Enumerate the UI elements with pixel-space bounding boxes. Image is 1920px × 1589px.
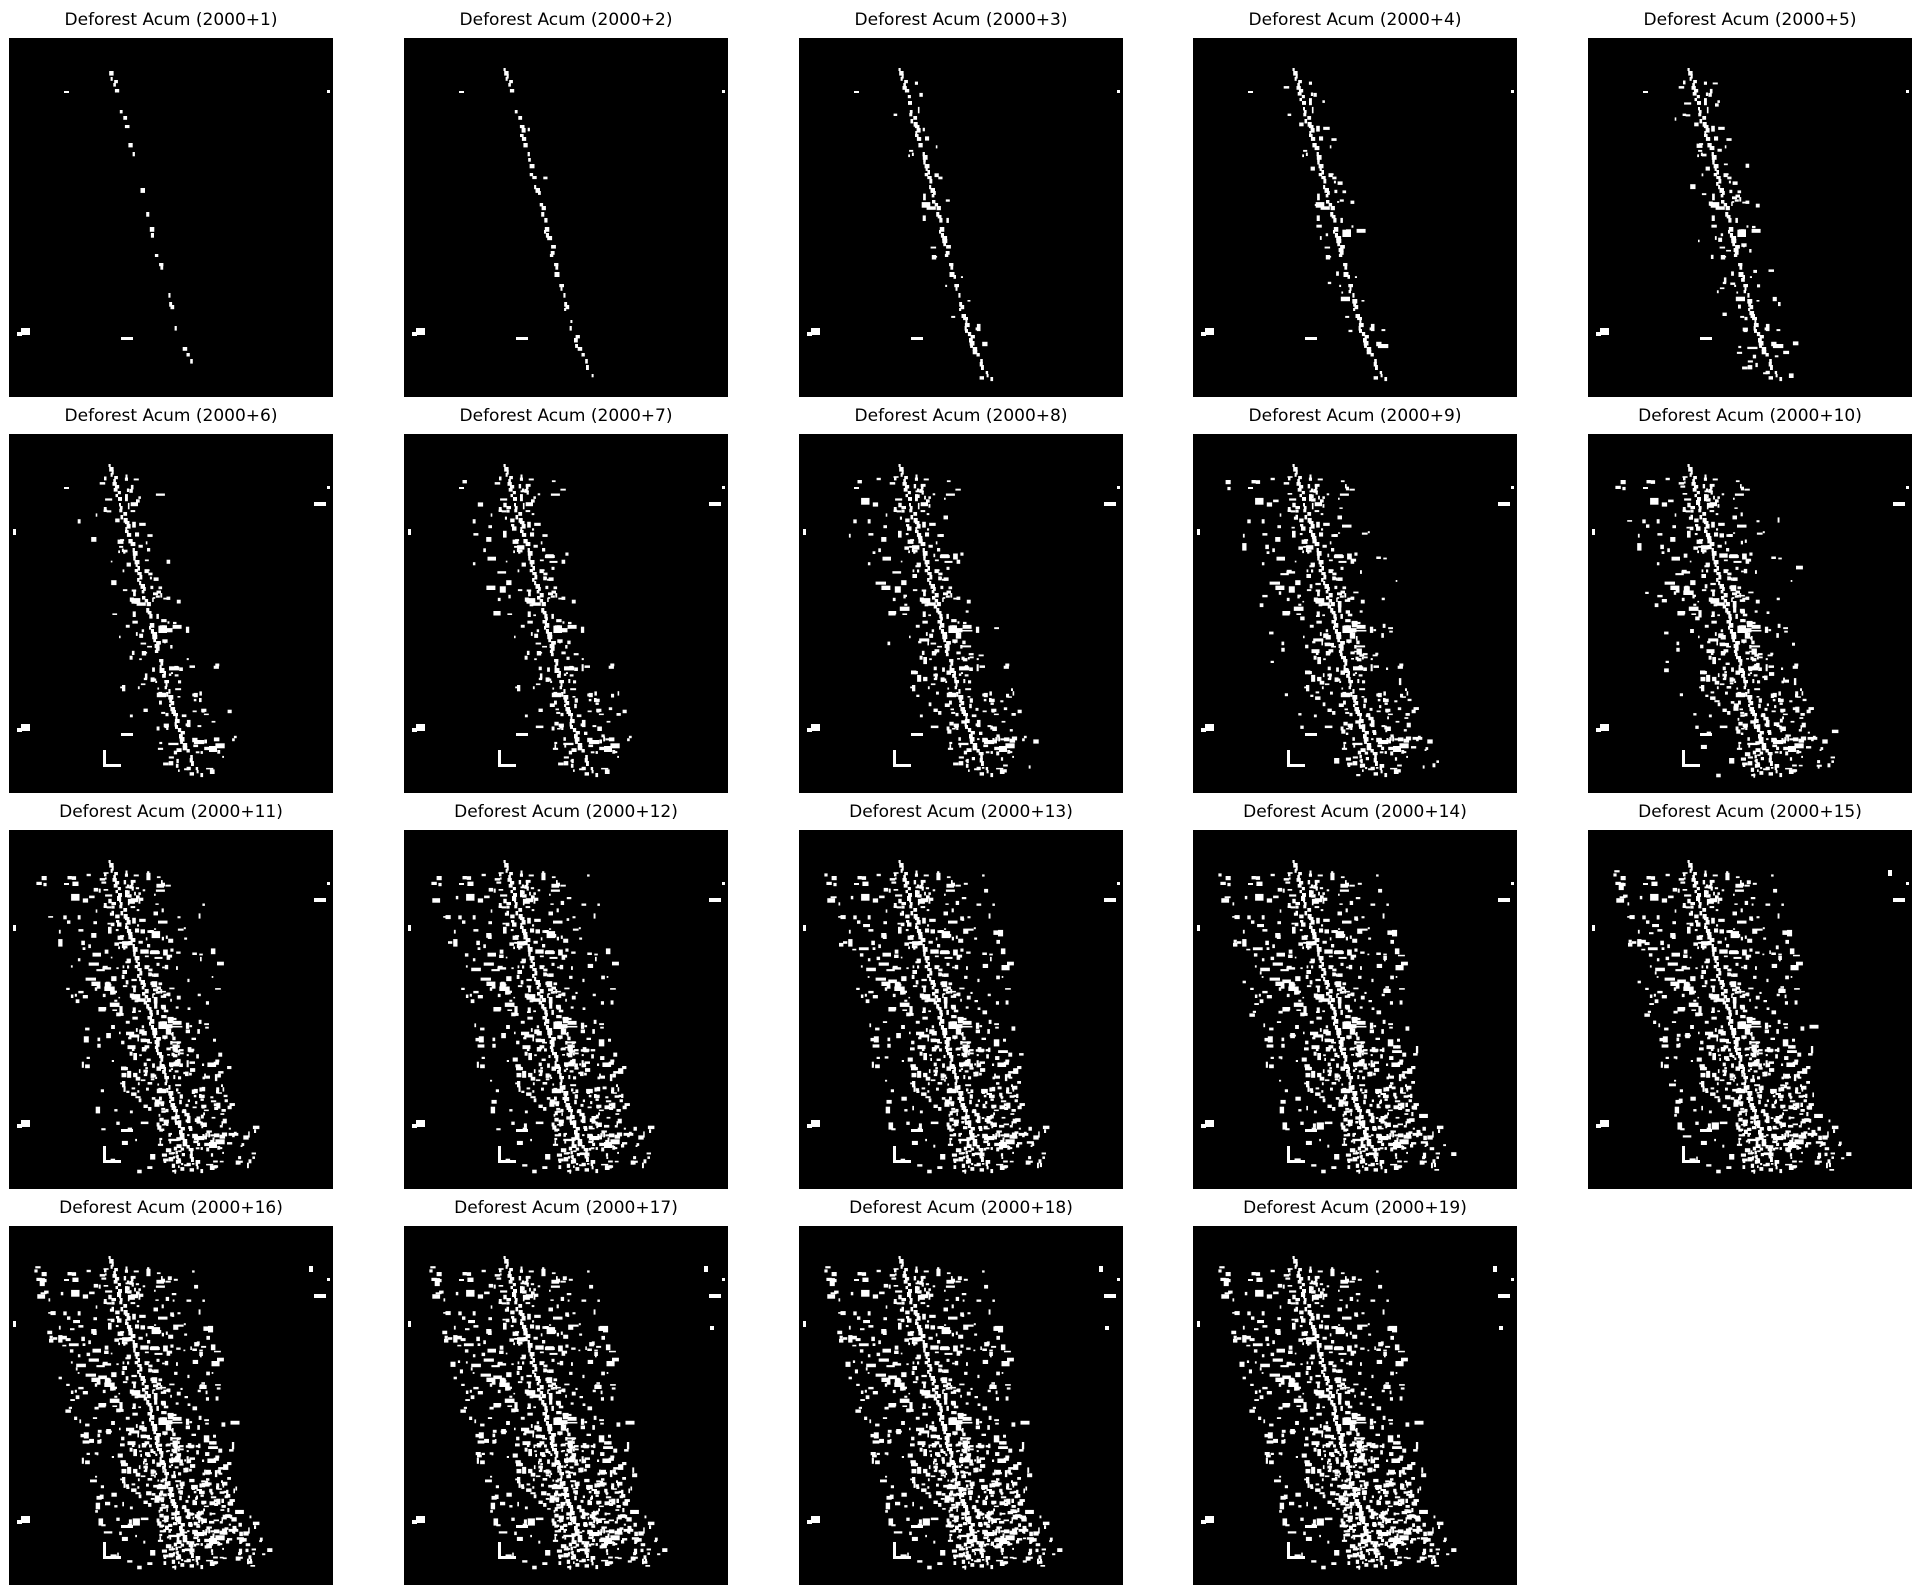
deforestation-map-image bbox=[9, 38, 333, 397]
deforestation-map-image bbox=[404, 1226, 728, 1585]
panel-title: Deforest Acum (2000+11) bbox=[59, 802, 283, 822]
deforestation-map-image bbox=[1588, 434, 1912, 793]
deforestation-map-image bbox=[1588, 38, 1912, 397]
map-panel: Deforest Acum (2000+18) bbox=[799, 1195, 1123, 1585]
map-panel: Deforest Acum (2000+8) bbox=[799, 403, 1123, 793]
deforestation-map-image bbox=[404, 830, 728, 1189]
map-panel: Deforest Acum (2000+1) bbox=[9, 7, 333, 397]
deforestation-map-image bbox=[1588, 830, 1912, 1189]
deforestation-map-image bbox=[9, 1226, 333, 1585]
panel-title: Deforest Acum (2000+8) bbox=[854, 406, 1068, 426]
panel-title: Deforest Acum (2000+19) bbox=[1243, 1198, 1467, 1218]
deforestation-map-image bbox=[799, 1226, 1123, 1585]
panel-title: Deforest Acum (2000+18) bbox=[849, 1198, 1073, 1218]
deforestation-map-image bbox=[1193, 38, 1517, 397]
deforestation-map-image bbox=[799, 38, 1123, 397]
panel-title: Deforest Acum (2000+5) bbox=[1643, 10, 1857, 30]
deforestation-map-image bbox=[404, 434, 728, 793]
deforestation-map-image bbox=[799, 830, 1123, 1189]
map-panel: Deforest Acum (2000+13) bbox=[799, 799, 1123, 1189]
map-panel: Deforest Acum (2000+3) bbox=[799, 7, 1123, 397]
map-panel: Deforest Acum (2000+16) bbox=[9, 1195, 333, 1585]
panel-title: Deforest Acum (2000+16) bbox=[59, 1198, 283, 1218]
deforestation-map-image bbox=[1193, 830, 1517, 1189]
map-panel: Deforest Acum (2000+7) bbox=[404, 403, 728, 793]
map-panel: Deforest Acum (2000+4) bbox=[1193, 7, 1517, 397]
deforestation-map-image bbox=[1193, 434, 1517, 793]
panel-title: Deforest Acum (2000+9) bbox=[1248, 406, 1462, 426]
deforestation-map-image bbox=[404, 38, 728, 397]
map-panel: Deforest Acum (2000+5) bbox=[1588, 7, 1912, 397]
map-panel: Deforest Acum (2000+9) bbox=[1193, 403, 1517, 793]
map-panel: Deforest Acum (2000+12) bbox=[404, 799, 728, 1189]
deforestation-map-image bbox=[9, 830, 333, 1189]
map-panel: Deforest Acum (2000+15) bbox=[1588, 799, 1912, 1189]
panel-title: Deforest Acum (2000+13) bbox=[849, 802, 1073, 822]
panel-title: Deforest Acum (2000+14) bbox=[1243, 802, 1467, 822]
map-panel: Deforest Acum (2000+19) bbox=[1193, 1195, 1517, 1585]
panel-title: Deforest Acum (2000+3) bbox=[854, 10, 1068, 30]
panel-title: Deforest Acum (2000+17) bbox=[454, 1198, 678, 1218]
panel-title: Deforest Acum (2000+6) bbox=[64, 406, 278, 426]
panel-title: Deforest Acum (2000+15) bbox=[1638, 802, 1862, 822]
map-panel: Deforest Acum (2000+10) bbox=[1588, 403, 1912, 793]
panel-title: Deforest Acum (2000+4) bbox=[1248, 10, 1462, 30]
deforestation-map-image bbox=[9, 434, 333, 793]
panel-title: Deforest Acum (2000+1) bbox=[64, 10, 278, 30]
deforestation-map-image bbox=[799, 434, 1123, 793]
panel-title: Deforest Acum (2000+7) bbox=[459, 406, 673, 426]
panel-title: Deforest Acum (2000+12) bbox=[454, 802, 678, 822]
map-panel: Deforest Acum (2000+17) bbox=[404, 1195, 728, 1585]
map-panel: Deforest Acum (2000+11) bbox=[9, 799, 333, 1189]
map-panel: Deforest Acum (2000+6) bbox=[9, 403, 333, 793]
panel-title: Deforest Acum (2000+2) bbox=[459, 10, 673, 30]
deforestation-map-image bbox=[1193, 1226, 1517, 1585]
panel-title: Deforest Acum (2000+10) bbox=[1638, 406, 1862, 426]
map-panel: Deforest Acum (2000+2) bbox=[404, 7, 728, 397]
map-panel: Deforest Acum (2000+14) bbox=[1193, 799, 1517, 1189]
